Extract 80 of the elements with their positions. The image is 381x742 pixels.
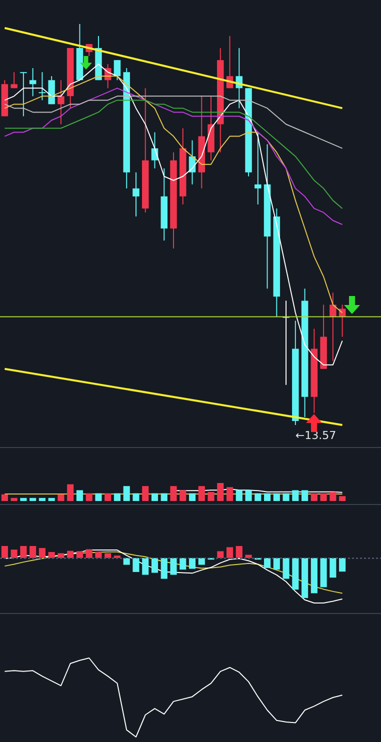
- bar: [58, 553, 64, 558]
- candlestick: [330, 292, 336, 362]
- bar: [320, 558, 327, 588]
- bar: [236, 546, 242, 558]
- bar: [236, 490, 242, 501]
- bar: [245, 490, 252, 501]
- bar: [132, 558, 140, 572]
- bar: [38, 498, 46, 501]
- bar: [114, 493, 121, 501]
- bar: [330, 558, 336, 578]
- bar: [245, 554, 252, 558]
- bar: [48, 552, 55, 558]
- bar: [198, 558, 205, 565]
- bar: [1, 494, 8, 501]
- bar: [264, 558, 271, 568]
- bar: [273, 558, 280, 570]
- bar: [151, 558, 158, 573]
- bar: [132, 493, 140, 501]
- bar: [217, 483, 224, 501]
- bar: [339, 496, 346, 501]
- bar: [282, 493, 290, 501]
- bar: [151, 493, 158, 501]
- bar: [292, 558, 299, 590]
- bar: [330, 492, 336, 501]
- bar: [226, 547, 234, 558]
- candlestick: [132, 172, 140, 217]
- bar: [142, 486, 149, 501]
- bar: [180, 490, 186, 501]
- bar: [86, 549, 92, 558]
- bar: [180, 558, 186, 570]
- bar: [310, 558, 318, 594]
- bar: [104, 493, 112, 501]
- candlestick: [29, 68, 36, 97]
- bar: [104, 553, 112, 558]
- candlestick: [114, 60, 121, 81]
- bar: [20, 546, 27, 558]
- bar: [20, 498, 27, 501]
- bar: [95, 552, 102, 558]
- bar: [302, 490, 308, 501]
- bar: [339, 558, 346, 572]
- bar: [30, 546, 36, 558]
- candlestick: [38, 72, 46, 101]
- bar: [10, 550, 18, 558]
- bar: [95, 493, 102, 501]
- candlestick: [10, 72, 18, 89]
- bar: [310, 493, 318, 501]
- bar: [67, 484, 74, 501]
- bar: [160, 493, 168, 501]
- bar: [38, 548, 46, 558]
- bar: [217, 551, 224, 558]
- bar: [123, 486, 130, 501]
- bar: [123, 558, 130, 565]
- bar: [58, 494, 64, 501]
- bar: [160, 558, 168, 579]
- candlestick: [254, 132, 262, 205]
- bar: [170, 486, 177, 501]
- bar: [302, 558, 308, 598]
- bar: [30, 498, 36, 501]
- bar: [226, 487, 234, 501]
- bar: [292, 490, 299, 501]
- bar: [282, 558, 290, 579]
- bar: [76, 490, 83, 501]
- bar: [10, 498, 18, 501]
- bar: [86, 493, 92, 501]
- bar: [170, 558, 177, 575]
- bar: [264, 493, 271, 501]
- bar: [188, 493, 196, 501]
- bar: [142, 558, 149, 575]
- bar: [208, 492, 214, 501]
- bar: [198, 486, 205, 501]
- bar: [76, 551, 83, 558]
- bar: [67, 550, 74, 558]
- bar: [48, 498, 55, 501]
- bar: [254, 493, 262, 501]
- bar: [320, 493, 327, 501]
- bar: [188, 558, 196, 569]
- bar: [1, 546, 8, 558]
- candlestick: [58, 80, 64, 125]
- candlestick: [20, 72, 27, 117]
- bar: [273, 493, 280, 501]
